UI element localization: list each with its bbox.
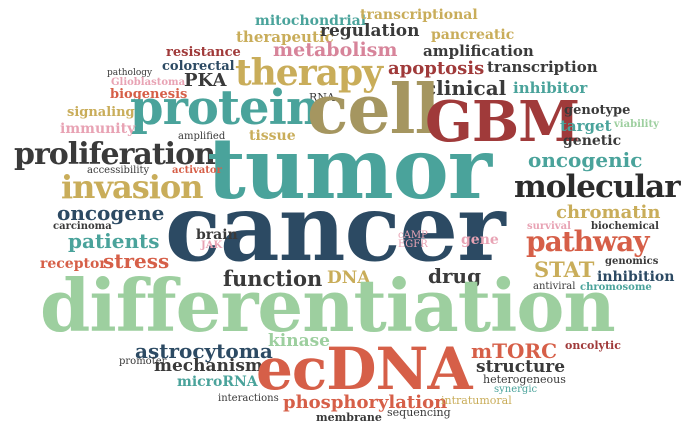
word-regulation: regulation	[320, 21, 420, 41]
word-gene: gene	[461, 232, 499, 248]
word-target: target	[560, 117, 612, 135]
word-interactions: interactions	[218, 393, 279, 404]
word-carcinoma: carcinoma	[53, 221, 112, 232]
word-membrane: membrane	[316, 411, 382, 424]
word-brain: brain	[196, 227, 238, 243]
word-tumor: tumor	[207, 119, 492, 218]
word-accessibility: accessibility	[87, 165, 150, 176]
word-apoptosis: apoptosis	[388, 58, 485, 79]
word-pathway: pathway	[526, 225, 650, 258]
word-oncogenic: oncogenic	[528, 148, 643, 172]
word-intratumoral: intratumoral	[441, 394, 512, 407]
word-mitochondrial: mitochondrial	[255, 13, 367, 29]
word-viability: viability	[614, 119, 659, 130]
word-protein: protein	[130, 80, 321, 136]
word-STAT: STAT	[534, 257, 595, 282]
word-biochemical: biochemical	[591, 221, 659, 232]
word-transcriptional: transcriptional	[360, 7, 478, 23]
word-genomics: genomics	[605, 256, 659, 267]
word-RNA: RNA	[309, 91, 335, 104]
word-cell: cell	[307, 70, 440, 150]
word-signaling: signaling	[67, 105, 135, 120]
word-colorectal: colorectal	[162, 59, 235, 74]
word-sequencing: sequencing	[387, 406, 451, 419]
word-resistance: resistance	[166, 45, 241, 60]
word-glioblastoma: Glioblastoma	[111, 77, 186, 88]
word-antiviral: antiviral	[533, 281, 576, 292]
word-drug: drug	[428, 264, 482, 288]
word-patients: patients	[68, 229, 160, 253]
word-function: function	[223, 266, 323, 291]
word-differentiation: differentiation	[40, 263, 616, 348]
word-immunity: immunity	[60, 121, 136, 137]
word-DNA: DNA	[327, 268, 371, 288]
word-chromatin: chromatin	[556, 202, 661, 223]
word-pancreatic: pancreatic	[431, 27, 515, 43]
word-ecDNA: ecDNA	[256, 335, 473, 403]
word-microRNA: microRNA	[177, 374, 258, 390]
word-synergic: synergic	[494, 384, 538, 395]
word-biogenesis: biogenesis	[110, 87, 188, 102]
word-PKA: PKA	[184, 70, 227, 91]
word-structure: structure	[476, 357, 566, 377]
word-heterogeneous: heterogeneous	[483, 373, 566, 386]
word-genotype: genotype	[564, 103, 631, 118]
word-promoter: promoter	[119, 356, 167, 367]
word-transcription: transcription	[487, 58, 598, 76]
word-survival: survival	[527, 221, 571, 232]
word-cAMP: cAMP	[398, 230, 428, 241]
word-kinase: kinase	[268, 331, 330, 351]
word-tissue: tissue	[249, 128, 296, 144]
word-stress: stress	[103, 249, 170, 273]
word-genetic: genetic	[563, 133, 622, 149]
word-chromosome: chromosome	[580, 282, 652, 293]
word-metabolism: metabolism	[273, 39, 398, 61]
word-amplified: amplified	[178, 131, 226, 142]
word-amplification: amplification	[423, 42, 534, 60]
word-receptor: receptor	[40, 256, 107, 272]
word-astrocytoma: astrocytoma	[135, 339, 273, 363]
word-pathology: pathology	[107, 68, 153, 78]
word-therapeutic: therapeutic	[236, 28, 334, 46]
word-cancer: cancer	[165, 174, 506, 282]
word-therapy: therapy	[235, 52, 383, 94]
word-inhibitor: inhibitor	[513, 79, 588, 97]
word-activator: activator	[172, 165, 222, 176]
word-clinical: clinical	[424, 76, 507, 100]
word-invasion: invasion	[61, 168, 204, 206]
word-EGFR: EGFR	[398, 239, 428, 250]
word-oncolytic: oncolytic	[565, 339, 621, 352]
word-phosphorylation: phosphorylation	[283, 392, 448, 413]
word-inhibition: inhibition	[597, 269, 675, 285]
word-JAK: JAK	[201, 240, 223, 251]
word-mechanism: mechanism	[154, 356, 263, 376]
word-molecular: molecular	[514, 169, 681, 205]
word-oncogene: oncogene	[57, 201, 165, 225]
word-proliferation: proliferation	[14, 137, 216, 172]
word-mTORC: mTORC	[471, 339, 558, 363]
word-GBM: GBM	[425, 89, 580, 155]
